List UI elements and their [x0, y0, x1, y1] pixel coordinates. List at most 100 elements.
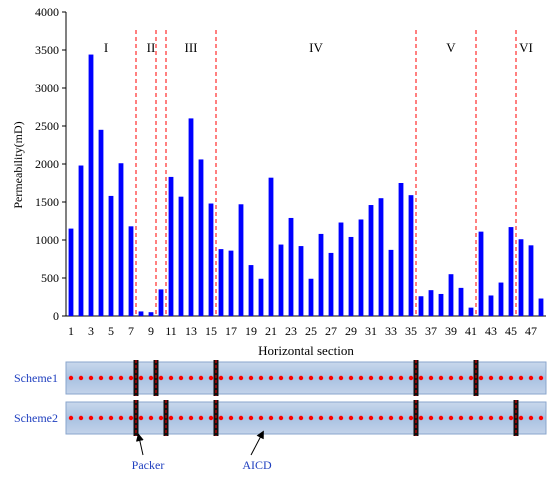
aicd-dot	[198, 375, 204, 381]
x-tick-label: 47	[525, 324, 537, 338]
y-tick-label: 0	[53, 309, 59, 323]
bar	[248, 265, 254, 316]
aicd-dot	[238, 375, 244, 381]
x-tick-label: 1	[68, 324, 74, 338]
aicd-annotation: AICD	[242, 458, 272, 472]
aicd-dot	[498, 415, 504, 421]
aicd-dot	[98, 415, 104, 421]
aicd-dot	[378, 415, 384, 421]
aicd-dot	[208, 375, 214, 381]
bar	[218, 249, 224, 316]
aicd-dot	[128, 375, 134, 381]
bar	[388, 249, 394, 316]
aicd-dot	[478, 415, 484, 421]
aicd-dot	[398, 375, 404, 381]
bar	[358, 219, 364, 316]
x-tick-label: 9	[148, 324, 154, 338]
bar	[268, 177, 274, 316]
aicd-dot	[118, 415, 124, 421]
bar	[178, 196, 184, 316]
aicd-dot	[468, 415, 474, 421]
aicd-dot	[88, 415, 94, 421]
x-axis-label: Horizontal section	[258, 343, 354, 358]
bar	[428, 290, 434, 316]
y-tick-label: 3500	[35, 43, 59, 57]
x-tick-label: 7	[128, 324, 134, 338]
aicd-dot	[158, 415, 164, 421]
aicd-dot	[108, 375, 114, 381]
aicd-dot	[518, 415, 524, 421]
bar	[68, 228, 74, 316]
bar	[188, 118, 194, 317]
aicd-dot	[68, 375, 74, 381]
scheme-1: Scheme1	[14, 360, 547, 396]
bar	[258, 278, 264, 316]
aicd-dot	[98, 375, 104, 381]
aicd-dot	[248, 415, 254, 421]
aicd-dot	[358, 415, 364, 421]
bar	[478, 231, 484, 316]
x-tick-label: 23	[285, 324, 297, 338]
aicd-dot	[268, 375, 274, 381]
aicd-dot	[468, 375, 474, 381]
bar	[198, 159, 204, 316]
aicd-dot	[278, 415, 284, 421]
aicd-dot	[528, 375, 534, 381]
bar	[378, 198, 384, 316]
aicd-dot	[448, 415, 454, 421]
bar	[228, 250, 234, 316]
zone-label: V	[446, 40, 456, 55]
zone-label: VI	[519, 40, 533, 55]
aicd-dot	[288, 415, 294, 421]
aicd-dot	[258, 375, 264, 381]
x-tick-label: 35	[405, 324, 417, 338]
aicd-dot	[208, 415, 214, 421]
aicd-dot	[388, 375, 394, 381]
bar	[168, 176, 174, 316]
aicd-dot	[518, 375, 524, 381]
aicd-dot	[248, 375, 254, 381]
aicd-dot	[128, 415, 134, 421]
bar	[208, 203, 214, 316]
packer-arrow	[135, 433, 144, 456]
aicd-dot	[108, 415, 114, 421]
bar	[348, 236, 354, 316]
aicd-dot	[398, 415, 404, 421]
aicd-dot	[278, 375, 284, 381]
bar	[488, 295, 494, 316]
bar	[528, 245, 534, 316]
aicd-dot	[308, 415, 314, 421]
bar	[128, 226, 134, 316]
zone-label: IV	[309, 40, 323, 55]
x-tick-label: 5	[108, 324, 114, 338]
x-tick-label: 31	[365, 324, 377, 338]
x-tick-label: 43	[485, 324, 497, 338]
x-tick-label: 33	[385, 324, 397, 338]
aicd-dot	[478, 375, 484, 381]
bar	[438, 293, 444, 316]
x-tick-label: 11	[165, 324, 177, 338]
aicd-dot	[488, 375, 494, 381]
aicd-dot	[338, 375, 344, 381]
x-tick-label: 29	[345, 324, 357, 338]
x-tick-label: 19	[245, 324, 257, 338]
y-tick-label: 500	[41, 271, 59, 285]
bar	[88, 54, 94, 317]
x-tick-label: 45	[505, 324, 517, 338]
bar	[288, 217, 294, 316]
aicd-dot	[538, 375, 544, 381]
x-tick-label: 41	[465, 324, 477, 338]
aicd-dot	[328, 415, 334, 421]
aicd-dot	[88, 375, 94, 381]
bar	[108, 195, 114, 316]
aicd-dot	[418, 415, 424, 421]
scheme-label: Scheme1	[14, 371, 58, 385]
aicd-dot	[328, 375, 334, 381]
aicd-dot	[368, 415, 374, 421]
aicd-dot	[298, 415, 304, 421]
bar	[328, 252, 334, 316]
x-tick-label: 13	[185, 324, 197, 338]
y-tick-label: 1000	[35, 233, 59, 247]
x-tick-label: 37	[425, 324, 437, 338]
